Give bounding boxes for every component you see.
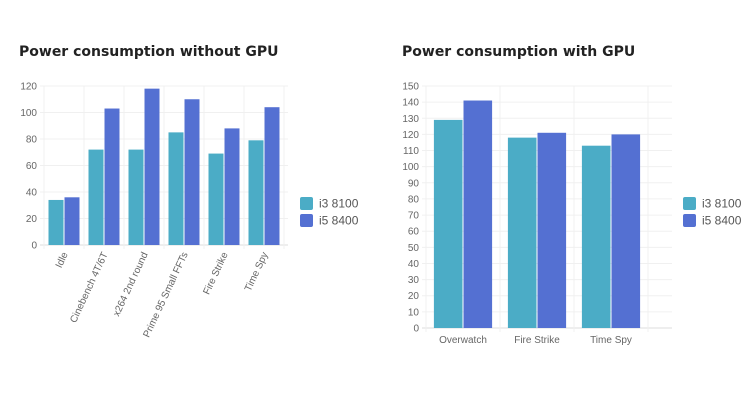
bar-i3-8100 [168, 132, 184, 245]
bar-i5-8400 [224, 128, 240, 245]
bar-i3-8100 [208, 153, 224, 245]
y-tick-label: 150 [402, 82, 419, 93]
legend-label: i5 8400 [702, 214, 742, 228]
y-tick-label: 70 [408, 211, 420, 222]
x-tick-label: x264 2nd round [111, 251, 150, 319]
y-tick-label: 0 [31, 241, 37, 252]
bar-i3-8100 [48, 199, 64, 245]
y-tick-label: 110 [403, 146, 419, 157]
y-tick-label: 120 [20, 82, 37, 93]
y-tick-label: 40 [26, 188, 38, 199]
legend-swatch [300, 197, 313, 210]
bar-i3-8100 [507, 137, 537, 328]
bar-i5-8400 [64, 197, 80, 245]
chart-1-title: Power consumption without GPU [19, 44, 279, 60]
y-tick-label: 90 [408, 178, 420, 189]
y-tick-label: 20 [26, 214, 38, 225]
y-tick-label: 120 [402, 130, 419, 141]
bar-i3-8100 [581, 145, 611, 328]
y-tick-label: 80 [408, 194, 420, 205]
bar-i5-8400 [537, 132, 567, 328]
y-tick-label: 130 [402, 114, 419, 125]
y-tick-label: 50 [408, 243, 420, 254]
y-tick-label: 100 [402, 162, 419, 173]
y-tick-label: 140 [402, 98, 419, 109]
bar-i5-8400 [264, 107, 280, 245]
bar-i5-8400 [144, 88, 160, 246]
y-tick-label: 20 [408, 291, 420, 302]
y-tick-label: 60 [408, 227, 420, 238]
y-tick-label: 0 [413, 324, 419, 335]
x-tick-label: Cinebench 4T/6T [68, 251, 110, 325]
legend-swatch [300, 214, 313, 227]
x-tick-label: Idle [54, 250, 71, 270]
y-tick-label: 100 [20, 108, 37, 119]
x-tick-label: Fire Strike [201, 250, 230, 296]
y-tick-label: 80 [26, 135, 38, 146]
legend-swatch [683, 197, 696, 210]
chart-2-title: Power consumption with GPU [402, 44, 636, 60]
x-tick-label: Fire Strike [514, 335, 560, 346]
y-tick-label: 30 [408, 275, 420, 286]
legend-swatch [683, 214, 696, 227]
x-tick-label: Overwatch [439, 335, 487, 346]
bar-i3-8100 [433, 119, 463, 328]
y-tick-label: 40 [408, 259, 420, 270]
bar-i3-8100 [88, 149, 104, 245]
bar-i3-8100 [128, 149, 144, 245]
legend-label: i5 8400 [319, 214, 359, 228]
bar-i5-8400 [463, 100, 493, 329]
x-tick-label: Time Spy [590, 335, 632, 346]
bar-i5-8400 [104, 108, 120, 246]
y-tick-label: 10 [408, 307, 420, 318]
y-tick-label: 60 [26, 161, 38, 172]
bar-i5-8400 [184, 99, 200, 245]
bar-i5-8400 [611, 134, 641, 328]
legend-label: i3 8100 [702, 197, 742, 211]
legend-label: i3 8100 [319, 197, 359, 211]
x-tick-label: Time Spy [243, 251, 271, 294]
bar-i3-8100 [248, 140, 264, 245]
x-tick-label: Prime 95 Small FFTs [142, 251, 191, 340]
